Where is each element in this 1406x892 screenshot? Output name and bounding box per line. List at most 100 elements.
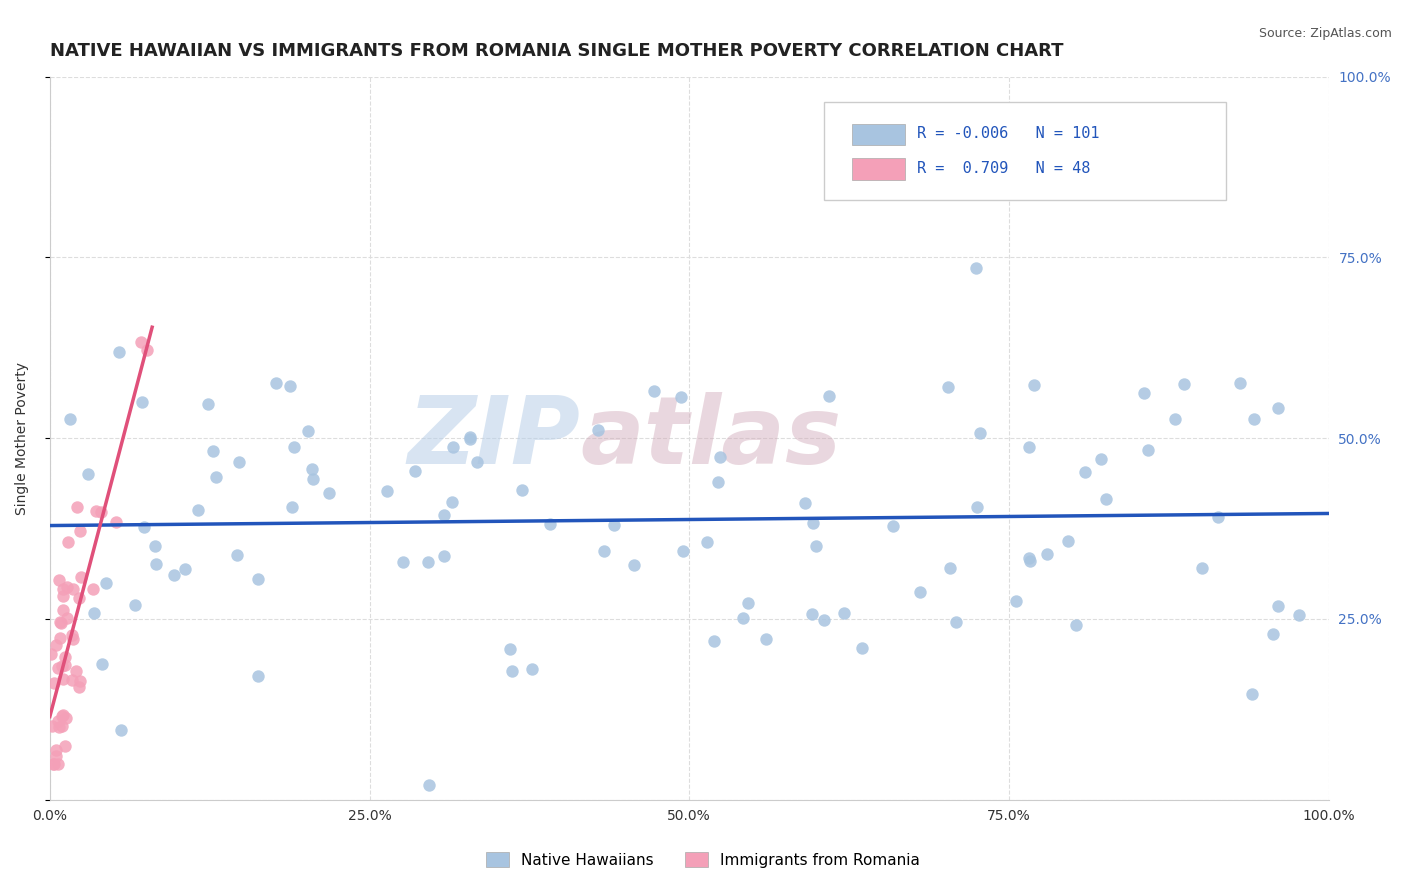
Point — [643, 384, 665, 398]
Point — [1022, 377, 1045, 392]
Point — [52, 589, 75, 603]
Point — [94, 576, 117, 591]
Point — [46, 661, 69, 675]
Point — [228, 455, 250, 469]
Point — [56, 580, 79, 594]
Point — [51, 719, 73, 733]
Point — [48, 573, 70, 587]
Point — [197, 397, 219, 411]
Point — [145, 558, 167, 572]
Point — [1019, 554, 1042, 568]
Text: Source: ZipAtlas.com: Source: ZipAtlas.com — [1258, 27, 1392, 40]
Point — [69, 674, 91, 689]
Point — [44, 675, 66, 690]
Point — [1064, 618, 1087, 632]
Point — [510, 483, 533, 497]
Point — [965, 260, 987, 275]
Point — [91, 657, 114, 671]
Point — [1243, 412, 1265, 426]
Text: atlas: atlas — [581, 392, 842, 484]
Point — [460, 429, 482, 443]
FancyBboxPatch shape — [852, 124, 905, 145]
Point — [391, 555, 413, 569]
Point — [45, 638, 67, 652]
Point — [297, 425, 319, 439]
Point — [593, 544, 616, 558]
Point — [48, 631, 70, 645]
Point — [1163, 411, 1185, 425]
Point — [623, 558, 645, 572]
Point — [1073, 465, 1095, 479]
Point — [1267, 401, 1289, 415]
Point — [83, 606, 105, 620]
Point — [703, 634, 725, 648]
Point — [247, 572, 270, 586]
Point — [53, 649, 76, 664]
Point — [375, 483, 398, 498]
Point — [51, 616, 73, 631]
Point — [69, 524, 91, 538]
Point — [945, 615, 967, 629]
Point — [266, 376, 288, 390]
Point — [56, 611, 79, 625]
Point — [737, 597, 759, 611]
Point — [60, 673, 83, 687]
Point — [44, 756, 66, 771]
Point — [804, 540, 827, 554]
Point — [105, 516, 128, 530]
Point — [46, 756, 69, 771]
Point — [441, 495, 464, 509]
Text: ZIP: ZIP — [408, 392, 581, 484]
Point — [969, 426, 991, 441]
Point — [908, 584, 931, 599]
Text: R =  0.709   N = 48: R = 0.709 N = 48 — [917, 161, 1090, 176]
Point — [755, 632, 778, 647]
Point — [672, 544, 695, 558]
Point — [41, 719, 63, 733]
Point — [433, 549, 456, 564]
Point — [794, 496, 817, 510]
Point — [800, 607, 823, 621]
Point — [53, 657, 76, 672]
Point — [131, 394, 153, 409]
Point — [1206, 510, 1229, 524]
Point — [603, 517, 626, 532]
Point — [501, 664, 523, 678]
Point — [1018, 440, 1040, 454]
Point — [58, 412, 80, 426]
Point — [302, 472, 325, 486]
Point — [48, 714, 70, 728]
Point — [55, 711, 77, 725]
Point — [162, 568, 184, 582]
Point — [110, 723, 132, 737]
Point — [851, 641, 873, 656]
Point — [1005, 594, 1028, 608]
Point — [1035, 547, 1057, 561]
Point — [520, 662, 543, 676]
Point — [696, 534, 718, 549]
Point — [1137, 442, 1160, 457]
Point — [52, 582, 75, 596]
Point — [818, 389, 841, 403]
Point — [226, 548, 249, 562]
Point — [731, 610, 754, 624]
Point — [281, 500, 304, 515]
Point — [671, 390, 693, 404]
Point — [69, 570, 91, 584]
Point — [48, 720, 70, 734]
Point — [416, 555, 439, 569]
Point — [458, 432, 481, 446]
Point — [1229, 376, 1251, 390]
Point — [84, 504, 107, 518]
Point — [465, 455, 488, 469]
Point — [52, 603, 75, 617]
Point — [1133, 386, 1156, 401]
Point — [77, 467, 100, 482]
Point — [145, 539, 167, 553]
Point — [66, 500, 89, 514]
Point — [499, 641, 522, 656]
Point — [801, 516, 824, 530]
Point — [538, 516, 561, 531]
Point — [67, 591, 90, 605]
Point — [1173, 376, 1195, 391]
